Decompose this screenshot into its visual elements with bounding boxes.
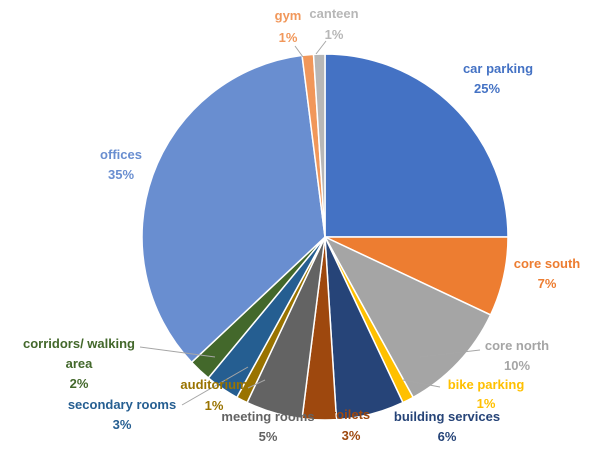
slice-percent-label: 1%	[325, 27, 344, 42]
slice-name-label: gym	[275, 8, 302, 23]
slice-labels: car parking 25% core south 7% core north 10% b…	[23, 6, 580, 444]
slice-name-label: area	[66, 356, 94, 371]
leader-line	[419, 349, 481, 358]
slice-name-label: canteen	[309, 6, 358, 21]
slice-name-label: bike parking	[448, 377, 525, 392]
slice-percent-label: 3%	[342, 428, 361, 443]
slice-name-label: core south	[514, 256, 581, 271]
slice-name-label: building services	[394, 409, 500, 424]
slice-name-label: secondary rooms	[68, 397, 176, 412]
slice-percent-label: 25%	[474, 81, 500, 96]
slice-percent-label: 1%	[205, 398, 224, 413]
pie-slice-core-north	[323, 235, 492, 399]
slice-name-label: toilets	[332, 407, 370, 422]
leader-line	[315, 40, 327, 55]
leader-lines	[139, 40, 481, 406]
slice-percent-label: 7%	[538, 276, 557, 291]
slice-percent-label: 1%	[477, 396, 496, 411]
pie-slice-car-parking	[324, 53, 509, 238]
slice-name-label: offices	[100, 147, 142, 162]
leader-line	[181, 366, 249, 406]
slice-percent-label: 2%	[70, 376, 89, 391]
slice-percent-label: 5%	[259, 429, 278, 444]
pie-slices	[141, 53, 509, 421]
slice-percent-label: 10%	[504, 358, 530, 373]
slice-percent-label: 35%	[108, 167, 134, 182]
slice-name-label: corridors/ walking	[23, 336, 135, 351]
slice-name-label: core north	[485, 338, 549, 353]
leader-line	[247, 379, 266, 389]
slice-name-label: meeting rooms	[221, 409, 314, 424]
slice-percent-label: 1%	[279, 30, 298, 45]
pie-slice-offices	[141, 54, 326, 364]
pie-slice-canteen	[312, 53, 326, 238]
leader-line	[294, 45, 304, 58]
leader-line	[402, 379, 441, 388]
slice-percent-label: 6%	[438, 429, 457, 444]
leader-line	[139, 346, 216, 358]
slice-name-label: car parking	[463, 61, 533, 76]
slice-percent-label: 3%	[113, 417, 132, 432]
slice-name-label: auditorium	[180, 377, 247, 392]
